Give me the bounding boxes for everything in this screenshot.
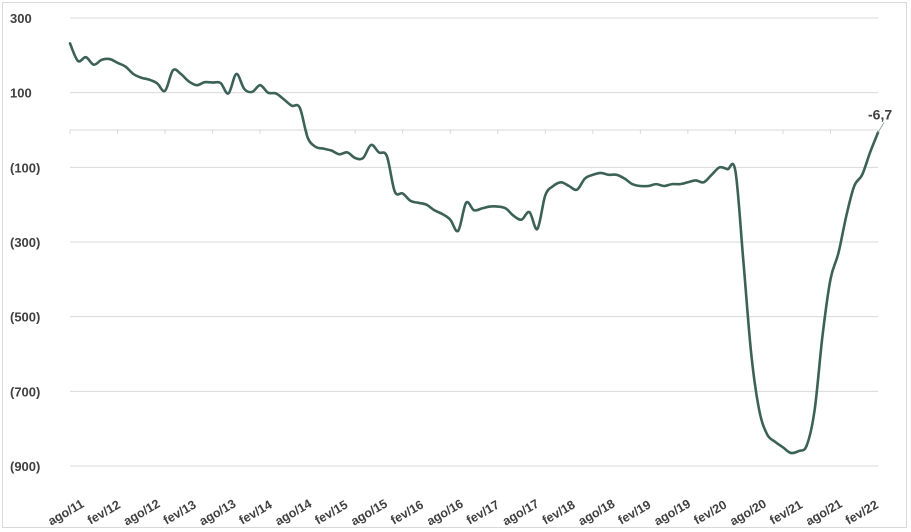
x-tick-label: ago/12 [121,497,162,529]
y-tick-label: (100) [10,160,40,175]
x-tick-label: fev/22 [843,498,881,528]
x-tick-label: fev/21 [767,498,805,528]
x-tick-label: ago/21 [803,497,844,529]
annotation-layer: -6,7 [868,107,892,133]
y-tick-label: 100 [10,86,32,101]
x-tick-label: fev/12 [85,498,123,528]
x-tick-label: fev/16 [388,498,426,528]
y-tick-label: (700) [10,384,40,399]
x-tick-label: ago/16 [424,497,465,529]
x-tick-label: fev/14 [237,498,275,528]
x-tick-label: ago/13 [197,497,238,529]
x-tick-label: ago/15 [349,497,390,529]
data-label: -6,7 [868,107,892,123]
series-layer [68,42,880,455]
y-tick-label: 300 [10,11,32,26]
x-axis: ago/11fev/12ago/12fev/13ago/13fev/14ago/… [46,129,881,529]
x-tick-label: fev/19 [616,498,654,528]
x-tick-label: ago/20 [728,497,769,529]
x-tick-label: ago/18 [576,497,617,529]
x-tick-label: ago/19 [652,497,693,529]
y-axis-tick-labels: 300 100 (100) (300) (500) (700) (900) [10,11,40,474]
x-tick-label: fev/13 [161,498,199,528]
y-tick-label: (500) [10,310,40,325]
series-line [68,42,880,455]
x-tick-label: ago/14 [273,497,314,529]
y-tick-label: (300) [10,235,40,250]
y-tick-label: (900) [10,459,40,474]
data-label-leader [877,122,885,133]
x-tick-label: fev/17 [464,498,502,528]
x-tick-label: fev/15 [312,498,350,528]
x-tick-label: ago/17 [500,497,541,529]
gridlines [70,17,878,467]
x-tick-label: fev/18 [540,498,578,528]
x-tick-label: ago/11 [46,497,87,529]
x-tick-label: fev/20 [691,498,729,528]
